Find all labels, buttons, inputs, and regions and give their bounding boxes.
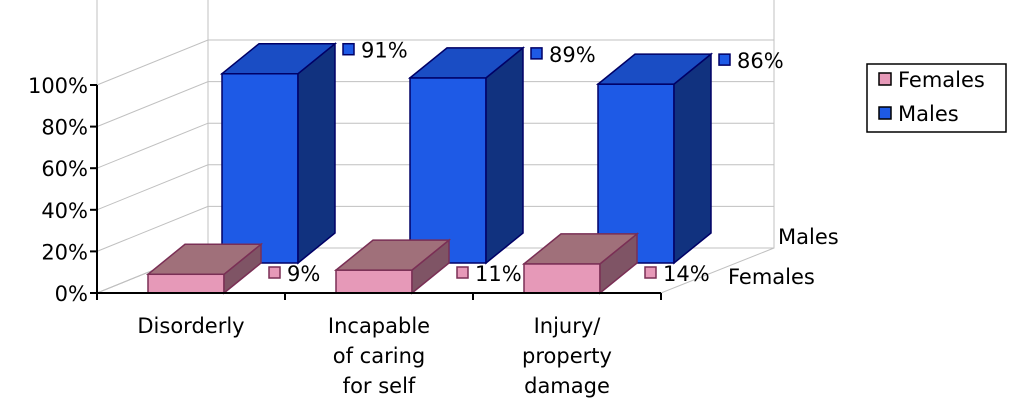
axis: 0% 20% 40% 60% 80% 100% Disorderly Incapable of …	[28, 74, 662, 398]
legend-label-males: Males	[898, 102, 959, 126]
bar-males-side	[485, 46, 524, 265]
bar-males	[221, 72, 299, 264]
gridline	[96, 122, 774, 169]
category-label: Injury/property damage	[522, 314, 612, 398]
bar-females	[335, 269, 413, 294]
y-tick-label: 60%	[41, 157, 88, 181]
bar-males-side	[673, 52, 712, 265]
legend: Females Males	[866, 63, 1007, 133]
data-label-marker-females	[268, 266, 281, 279]
y-tick-label: 20%	[41, 240, 88, 264]
gridline	[96, 81, 774, 128]
data-label-marker-males	[342, 42, 355, 56]
y-tick-label: 80%	[41, 116, 88, 140]
bar-females	[523, 263, 601, 294]
data-label-males: 89%	[549, 43, 596, 67]
gridline	[96, 205, 774, 252]
bar-females	[147, 273, 225, 294]
gridline	[96, 164, 774, 211]
bar-males	[409, 77, 487, 264]
bar-males-side	[297, 42, 336, 265]
bar-females-top	[521, 233, 640, 265]
data-label-marker-females	[456, 266, 469, 279]
bar-females-top	[333, 239, 452, 271]
y-tick-label: 100%	[28, 74, 88, 98]
category-label: Incapable of caring for self	[328, 314, 430, 398]
data-label-marker-females	[644, 266, 657, 279]
bar-males-top	[219, 42, 338, 75]
gridline	[96, 39, 774, 86]
category-label: Disorderly	[137, 314, 244, 338]
legend-swatch-females	[878, 72, 892, 86]
data-label-marker-males	[718, 53, 731, 66]
bars	[145, 42, 714, 295]
data-label-females: 14%	[663, 262, 710, 286]
y-tick-label: 40%	[41, 199, 88, 223]
depth-label-males: Males	[778, 225, 839, 249]
data-labels: 91% 89% 86% 9% 11% 14%	[268, 39, 784, 286]
y-tick-label: 0%	[55, 282, 88, 306]
depth-label-females: Females	[728, 265, 815, 289]
data-label-males: 91%	[361, 39, 408, 63]
legend-label-females: Females	[898, 68, 985, 92]
bar-males-top	[407, 47, 526, 79]
legend-swatch-males	[878, 106, 892, 120]
data-label-males: 86%	[737, 49, 784, 73]
data-label-marker-males	[530, 47, 543, 60]
data-label-females: 11%	[475, 262, 522, 286]
bar-females-top	[145, 243, 264, 276]
data-label-females: 9%	[287, 262, 320, 286]
bar-males-top	[595, 53, 714, 85]
